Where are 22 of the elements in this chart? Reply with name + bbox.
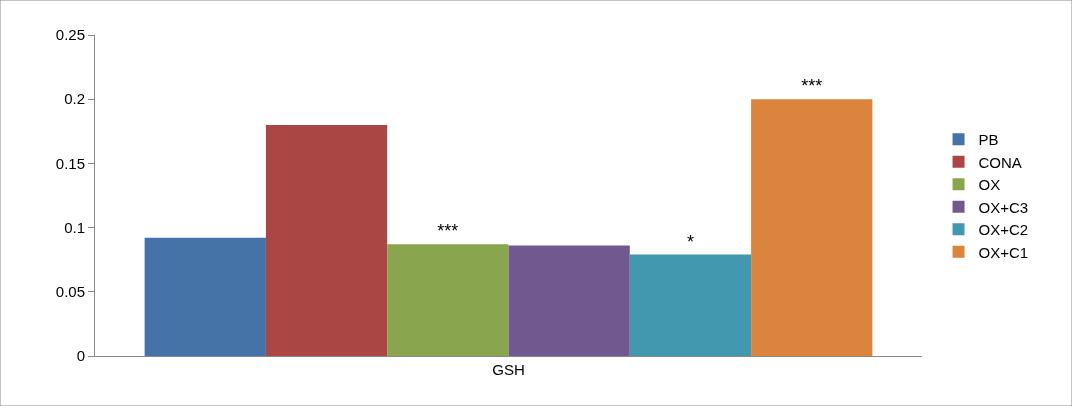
legend-label: CONA (978, 153, 1022, 171)
bar (144, 237, 266, 356)
data-label: *** (801, 76, 823, 97)
bar (751, 99, 873, 356)
data-label: * (686, 231, 694, 252)
legend-label: OX+C3 (978, 198, 1029, 216)
data-label: *** (437, 221, 459, 242)
y-tick-label: 0.2 (64, 90, 85, 108)
legend-label: OX+C1 (978, 243, 1029, 261)
bar (629, 254, 752, 356)
y-tick-label: 0.05 (55, 283, 85, 301)
legend-label: PB (978, 131, 999, 149)
y-tick-label: 0.25 (55, 26, 85, 44)
bar (508, 245, 630, 356)
y-tick-label: 0.15 (55, 154, 85, 172)
y-tick-label: 0.1 (64, 218, 85, 236)
legend-label: OX (978, 176, 1001, 194)
bar (265, 124, 388, 356)
bar (387, 244, 509, 356)
legend-label: OX+C2 (978, 221, 1029, 239)
x-tick-label: GSH (492, 361, 525, 378)
y-tick-label: 0 (76, 347, 85, 365)
